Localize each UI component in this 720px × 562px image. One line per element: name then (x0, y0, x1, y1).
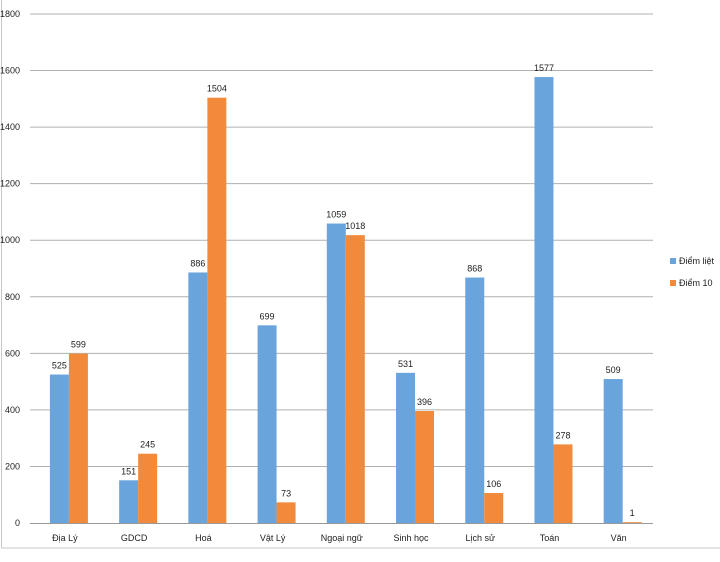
data-label: 73 (281, 488, 291, 498)
bar-diem-liet (603, 379, 623, 523)
data-label: 1 (630, 508, 635, 518)
bar-diem-10 (138, 453, 158, 523)
category-label: Lịch sử (465, 533, 495, 543)
data-label: 1018 (345, 221, 365, 231)
bar-diem-liet (119, 480, 139, 523)
bar-diem-10 (68, 353, 88, 523)
bar-diem-liet (534, 77, 554, 523)
bar-diem-10 (345, 235, 365, 524)
bar-diem-liet (257, 325, 277, 523)
data-label: 106 (486, 479, 501, 489)
y-axis-ticks: 0 200 400 600 800 1000 1200 1400 1600 1800 (0, 9, 20, 528)
y-tick-label: 1800 (0, 9, 20, 19)
data-label: 886 (190, 258, 205, 268)
legend-swatch (670, 258, 676, 264)
y-tick-label: 600 (5, 348, 20, 358)
data-label: 278 (555, 430, 570, 440)
data-label: 868 (467, 264, 482, 274)
legend-label: Điểm 10 (679, 278, 713, 288)
legend-label: Điểm liệt (679, 256, 715, 266)
category-label: Vật Lý (260, 533, 286, 543)
data-label: 509 (606, 365, 621, 375)
data-label: 525 (52, 361, 67, 371)
y-tick-label: 800 (5, 292, 20, 302)
bar-diem-10 (207, 97, 227, 524)
data-label: 1504 (207, 84, 227, 94)
data-label: 531 (398, 359, 413, 369)
y-tick-label: 400 (5, 405, 20, 415)
bar-diem-liet (465, 277, 485, 523)
y-tick-label: 1000 (0, 235, 20, 245)
category-label: Sinh học (394, 533, 430, 543)
data-label: 599 (71, 340, 86, 350)
bar-diem-10 (415, 411, 435, 523)
data-label: 1059 (326, 210, 346, 220)
data-label: 396 (417, 397, 432, 407)
y-tick-label: 1600 (0, 66, 20, 76)
data-label: 1577 (534, 63, 554, 73)
y-tick-label: 1200 (0, 179, 20, 189)
y-tick-label: 0 (15, 518, 20, 528)
x-axis-categories: Địa Lý GDCD Hoá Vật Lý Ngoại ngữ Sinh học Lịch… (52, 533, 627, 543)
data-label: 245 (140, 440, 155, 450)
bar-diem-10 (553, 444, 573, 523)
bar-diem-liet (326, 223, 346, 523)
bar-diem-liet (396, 372, 416, 523)
bar-diem-liet (49, 374, 69, 523)
bar-diem-10 (276, 502, 296, 523)
data-label: 151 (121, 466, 136, 476)
legend-swatch (670, 280, 676, 286)
y-tick-label: 1400 (0, 122, 20, 132)
bar-diem-liet (188, 272, 208, 523)
category-label: Địa Lý (52, 533, 78, 543)
category-label: Hoá (195, 533, 212, 543)
y-tick-label: 200 (5, 461, 20, 471)
bar-diem-10 (622, 522, 642, 523)
category-label: Văn (611, 533, 627, 543)
legend: Điểm liệt Điểm 10 (670, 256, 715, 288)
category-label: Toán (540, 533, 560, 543)
bar-diem-10 (484, 493, 504, 523)
category-label: Ngoại ngữ (321, 533, 363, 543)
category-label: GDCD (121, 533, 148, 543)
bars (49, 77, 642, 524)
data-label: 699 (260, 311, 275, 321)
